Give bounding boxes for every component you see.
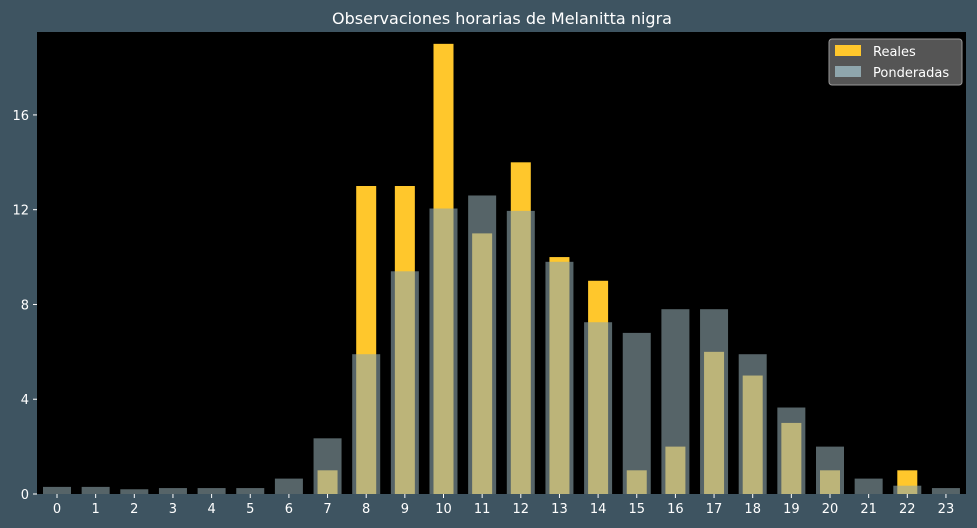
- y-tick-label-0: 0: [21, 488, 29, 503]
- chart-title: Observaciones horarias de Melanitta nigr…: [332, 9, 672, 28]
- x-tick-label-10: 10: [435, 502, 452, 517]
- bar-ponderadas-20: [816, 446, 844, 494]
- bar-ponderadas-22: [893, 485, 922, 494]
- bar-ponderadas-2: [120, 489, 149, 494]
- x-axis: 0 1 2 3 4 5 6 7 8 9 10 11 12 13 14 15 16 17 18 19 20 21 22 23: [53, 494, 954, 517]
- x-tick-label-14: 14: [590, 502, 607, 517]
- bar-ponderadas-21: [854, 478, 883, 494]
- bar-ponderadas-17: [700, 309, 729, 494]
- x-tick-label-12: 12: [513, 502, 530, 517]
- x-tick-label-16: 16: [667, 502, 684, 517]
- bar-ponderadas-5: [236, 488, 265, 494]
- y-axis: 0 4 8 12 16: [12, 109, 37, 503]
- legend-label-ponderadas: Ponderadas: [873, 66, 949, 81]
- x-tick-label-2: 2: [130, 502, 138, 517]
- bar-ponderadas-15: [622, 332, 651, 494]
- x-tick-label-22: 22: [899, 502, 916, 517]
- x-tick-label-6: 6: [285, 502, 293, 517]
- bar-ponderadas-10: [429, 208, 458, 494]
- legend-swatch-ponderadas: [835, 66, 861, 77]
- x-tick-label-7: 7: [323, 502, 331, 517]
- bar-ponderadas-19: [777, 407, 806, 494]
- x-tick-label-13: 13: [551, 502, 568, 517]
- x-tick-label-9: 9: [401, 502, 409, 517]
- legend-box: [828, 38, 963, 86]
- x-tick-label-18: 18: [744, 502, 761, 517]
- y-tick-label-12: 12: [12, 204, 29, 219]
- legend: Reales Ponderadas: [828, 38, 963, 86]
- x-tick-label-11: 11: [474, 502, 491, 517]
- x-tick-label-0: 0: [53, 502, 61, 517]
- bar-ponderadas-16: [661, 309, 690, 494]
- x-tick-label-5: 5: [246, 502, 254, 517]
- bar-ponderadas-0: [43, 486, 71, 494]
- x-tick-label-8: 8: [362, 502, 370, 517]
- x-tick-label-15: 15: [628, 502, 645, 517]
- y-tick-label-16: 16: [12, 109, 29, 124]
- x-tick-label-23: 23: [938, 502, 955, 517]
- bar-ponderadas-8: [352, 354, 381, 494]
- x-tick-label-17: 17: [706, 502, 723, 517]
- x-tick-label-3: 3: [169, 502, 177, 517]
- plot-area: [37, 32, 966, 494]
- bar-ponderadas-1: [81, 486, 110, 494]
- series-ponderadas-bars: [43, 195, 960, 494]
- bar-ponderadas-4: [197, 488, 226, 494]
- bar-ponderadas-14: [584, 322, 613, 494]
- x-tick-label-20: 20: [822, 502, 839, 517]
- bar-ponderadas-7: [313, 438, 342, 494]
- bar-ponderadas-9: [390, 271, 419, 494]
- y-tick-label-4: 4: [21, 393, 29, 408]
- bar-ponderadas-12: [506, 210, 535, 494]
- bar-ponderadas-3: [158, 488, 187, 494]
- bar-ponderadas-23: [931, 488, 960, 494]
- x-tick-label-1: 1: [92, 502, 100, 517]
- x-tick-label-21: 21: [860, 502, 877, 517]
- bar-ponderadas-11: [468, 195, 497, 494]
- x-tick-label-19: 19: [783, 502, 800, 517]
- y-tick-label-8: 8: [21, 298, 29, 313]
- bar-ponderadas-18: [738, 354, 767, 494]
- bar-ponderadas-13: [545, 261, 574, 494]
- bar-ponderadas-6: [274, 478, 303, 494]
- legend-label-reales: Reales: [873, 45, 916, 60]
- legend-swatch-reales: [835, 45, 861, 56]
- x-tick-label-4: 4: [207, 502, 215, 517]
